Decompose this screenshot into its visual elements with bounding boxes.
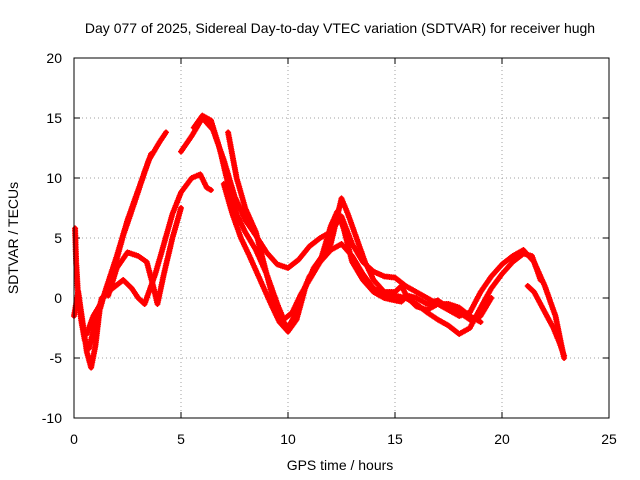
chart-title: Day 077 of 2025, Sidereal Day-to-day VTE… bbox=[85, 20, 595, 36]
series-markers bbox=[72, 171, 214, 352]
series-markers bbox=[524, 283, 568, 359]
series-pass-5 bbox=[178, 115, 568, 361]
series-pass-3 bbox=[72, 171, 214, 352]
x-tick-label: 10 bbox=[280, 431, 296, 447]
y-axis-label: SDTVAR / TECUs bbox=[5, 182, 21, 294]
y-tick-label: 15 bbox=[46, 110, 62, 126]
plot-frame bbox=[73, 57, 610, 419]
series-markers bbox=[105, 205, 184, 307]
series-markers bbox=[178, 115, 568, 361]
series-markers bbox=[220, 181, 484, 335]
series-pass-8 bbox=[220, 181, 484, 335]
y-tick-label: -10 bbox=[42, 410, 62, 426]
series-pass-9 bbox=[524, 283, 568, 359]
x-tick-label: 15 bbox=[387, 431, 403, 447]
grid bbox=[74, 58, 609, 418]
y-tick-label: 0 bbox=[54, 290, 62, 306]
series-layer bbox=[71, 112, 568, 371]
y-tick-label: 20 bbox=[46, 50, 62, 66]
x-tick-label: 5 bbox=[177, 431, 185, 447]
x-tick-label: 25 bbox=[601, 431, 617, 447]
x-axis-label: GPS time / hours bbox=[287, 457, 394, 473]
series-markers bbox=[83, 151, 154, 337]
series-pass-4 bbox=[105, 205, 184, 307]
x-tick-label: 0 bbox=[70, 431, 78, 447]
y-tick-label: -5 bbox=[50, 350, 63, 366]
y-tick-label: 5 bbox=[54, 230, 62, 246]
series-pass-2 bbox=[83, 151, 154, 337]
tick-labels: 0 5 10 15 20 25 -10 -5 0 5 10 15 20 bbox=[42, 50, 617, 447]
plot-area bbox=[71, 112, 568, 371]
x-tick-label: 20 bbox=[494, 431, 510, 447]
y-tick-label: 10 bbox=[46, 170, 62, 186]
